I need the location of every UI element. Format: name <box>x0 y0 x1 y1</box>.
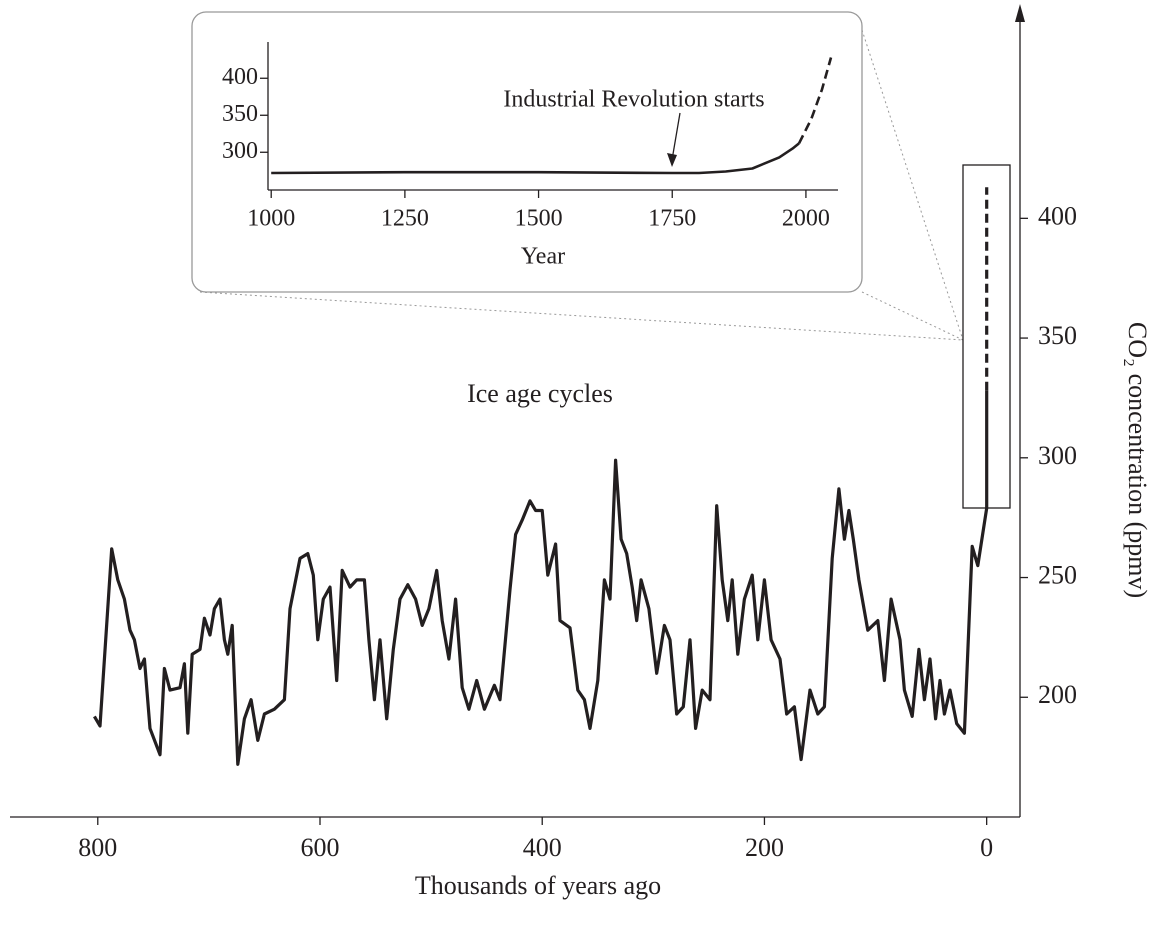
y-tick-label: 350 <box>222 101 258 127</box>
y-tick-label: 400 <box>222 64 258 90</box>
data-line <box>93 458 989 766</box>
data-line <box>797 57 833 144</box>
y-tick-label: 300 <box>1038 441 1077 470</box>
data-line <box>271 142 800 175</box>
x-axis-label: Year <box>521 244 565 270</box>
y-axis-label: CO₂ concentration (ppmv) <box>1123 322 1152 598</box>
y-tick-label: 300 <box>222 138 258 164</box>
x-axis-label: Thousands of years ago <box>415 871 661 900</box>
x-tick-label: 1500 <box>515 206 563 232</box>
zoom-line <box>861 29 964 341</box>
inset-frame <box>191 11 863 293</box>
x-tick-label: 400 <box>523 833 562 862</box>
x-tick-label: 1750 <box>648 206 696 232</box>
annotation-arrow <box>671 112 681 161</box>
x-tick-label: 1250 <box>381 206 429 232</box>
y-tick-label: 400 <box>1038 201 1077 230</box>
y-tick-label: 200 <box>1038 680 1077 709</box>
y-tick-label: 250 <box>1038 561 1077 590</box>
x-tick-label: 0 <box>980 833 993 862</box>
annotation: Ice age cycles <box>467 379 613 408</box>
y-tick-label: 350 <box>1038 321 1077 350</box>
zoom-line <box>861 291 964 341</box>
inset-chart: 1000 1250 1500 1750 2000 300 350 400 Year Industr… <box>222 42 838 270</box>
annotation: Industrial Revolution starts <box>503 87 764 113</box>
x-tick-label: 200 <box>745 833 784 862</box>
x-tick-label: 600 <box>301 833 340 862</box>
zoom-line <box>199 291 964 341</box>
annotation-arrowhead <box>667 153 677 167</box>
x-tick-label: 2000 <box>782 206 830 232</box>
x-tick-label: 1000 <box>247 206 295 232</box>
x-tick-label: 800 <box>78 833 117 862</box>
